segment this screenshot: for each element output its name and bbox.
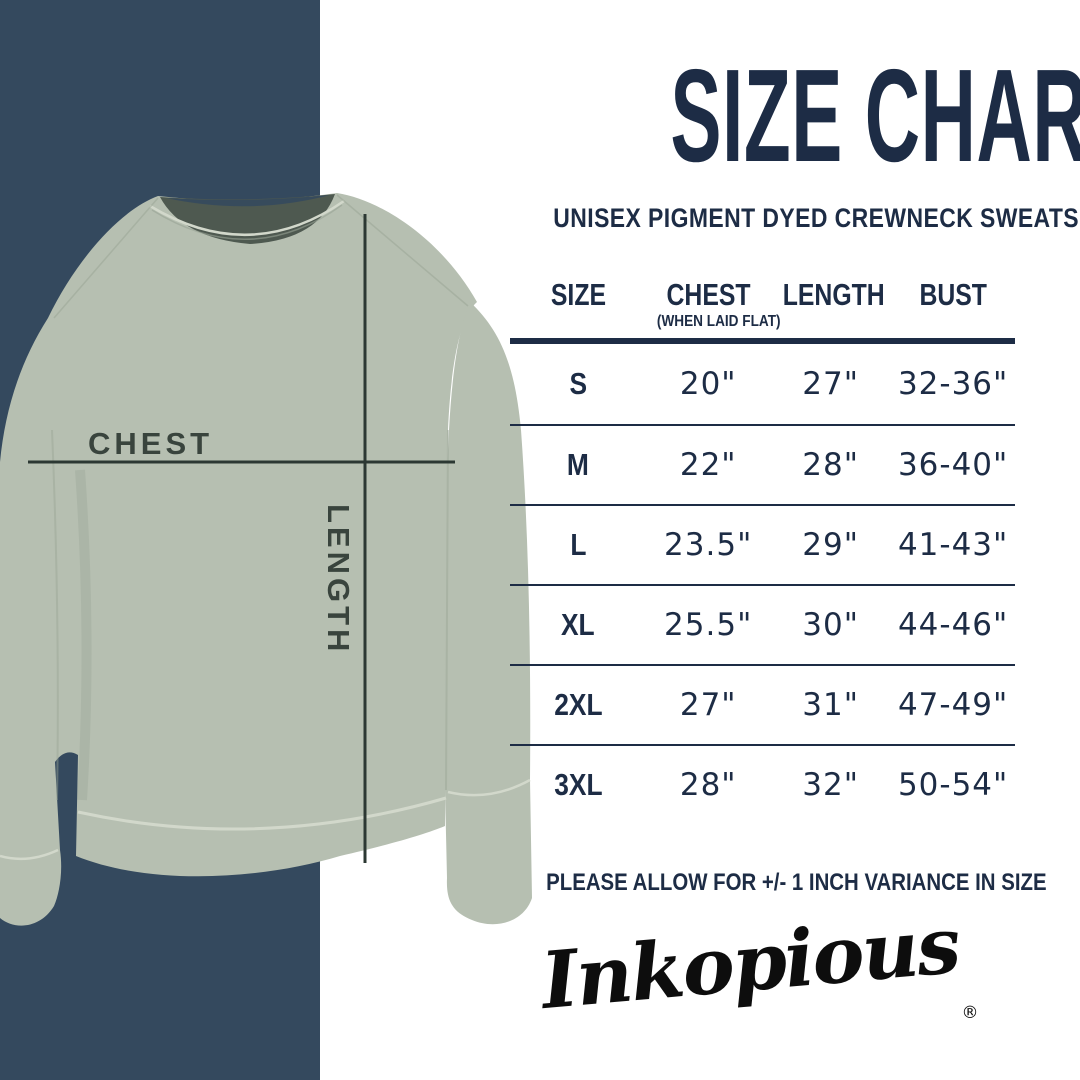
cell-size: 3XL — [553, 767, 603, 803]
collar-seam-shadow — [151, 204, 343, 241]
brand-logo-text: Inkopious — [538, 899, 963, 1028]
sweatshirt-body — [0, 193, 477, 926]
table-row: 3XL 28" 32" 50-54" — [510, 744, 1015, 824]
cell-size: 2XL — [553, 687, 603, 723]
page-title: SIZE CHART — [670, 42, 1080, 189]
sweatshirt-right-sleeve — [444, 302, 532, 925]
cell-chest: 27" — [679, 687, 737, 724]
chest-label: CHEST — [88, 426, 214, 461]
cell-size: M — [567, 447, 590, 483]
table-row: S 20" 27" 32-36" — [510, 344, 1015, 424]
length-label: LENGTH — [321, 504, 356, 656]
cell-length: 32" — [802, 767, 860, 804]
cell-chest: 25.5" — [664, 607, 753, 644]
cell-size: XL — [561, 607, 596, 643]
cell-bust: 44-46" — [897, 607, 1009, 644]
variance-note: PLEASE ALLOW FOR +/- 1 INCH VARIANCE IN … — [546, 869, 1047, 896]
size-table-body: S 20" 27" 32-36" M 22" 28" 36-40" L 23.5… — [510, 344, 1015, 824]
cell-length: 29" — [802, 527, 860, 564]
table-row: XL 25.5" 30" 44-46" — [510, 584, 1015, 664]
cell-bust: 47-49" — [897, 687, 1009, 724]
cell-bust: 50-54" — [897, 767, 1009, 804]
cell-chest: 20" — [679, 366, 737, 403]
cell-length: 30" — [802, 607, 860, 644]
header-size: SIZE — [550, 277, 606, 312]
shoulder-seam-right — [336, 194, 469, 307]
cell-bust: 36-40" — [897, 447, 1009, 484]
cell-length: 28" — [802, 447, 860, 484]
header-bust: BUST — [919, 277, 987, 312]
neck-hole-shadow — [166, 195, 330, 207]
size-table: SIZE CHEST (WHEN LAID FLAT) LENGTH BUST S… — [510, 277, 1015, 824]
sleeve-seam-left — [51, 429, 59, 801]
registered-mark: ® — [961, 1003, 979, 1023]
sleeve-seam-right — [445, 429, 449, 791]
cell-chest: 28" — [679, 767, 737, 804]
header-length: LENGTH — [782, 277, 885, 312]
table-row: L 23.5" 29" 41-43" — [510, 504, 1015, 584]
header-chest: CHEST (WHEN LAID FLAT) — [646, 278, 781, 330]
table-row: 2XL 27" 31" 47-49" — [510, 664, 1015, 744]
table-row: M 22" 28" 36-40" — [510, 424, 1015, 504]
fold-shadow — [75, 469, 92, 801]
cell-size: L — [570, 527, 587, 563]
cuff-seam-right — [447, 778, 531, 797]
chest-subnote: (WHEN LAID FLAT) — [657, 312, 781, 330]
collar-seam — [149, 199, 345, 237]
cuff-seam-left — [0, 848, 59, 861]
cell-length: 31" — [802, 687, 860, 724]
cell-bust: 32-36" — [897, 366, 1009, 403]
cell-size: S — [569, 366, 587, 402]
cell-length: 27" — [802, 366, 860, 403]
cell-bust: 41-43" — [897, 527, 1009, 564]
page-subtitle: UNISEX PIGMENT DYED CREWNECK SWEATSHIRT — [553, 203, 1080, 233]
sweatshirt-photo — [0, 193, 532, 926]
cell-chest: 23.5" — [664, 527, 753, 564]
shoulder-seam-left — [53, 197, 159, 319]
cell-chest: 22" — [679, 447, 737, 484]
brand-logo: Inkopious® — [502, 900, 1018, 1027]
size-table-header: SIZE CHEST (WHEN LAID FLAT) LENGTH BUST — [510, 277, 1015, 345]
hem-seam — [77, 796, 447, 831]
